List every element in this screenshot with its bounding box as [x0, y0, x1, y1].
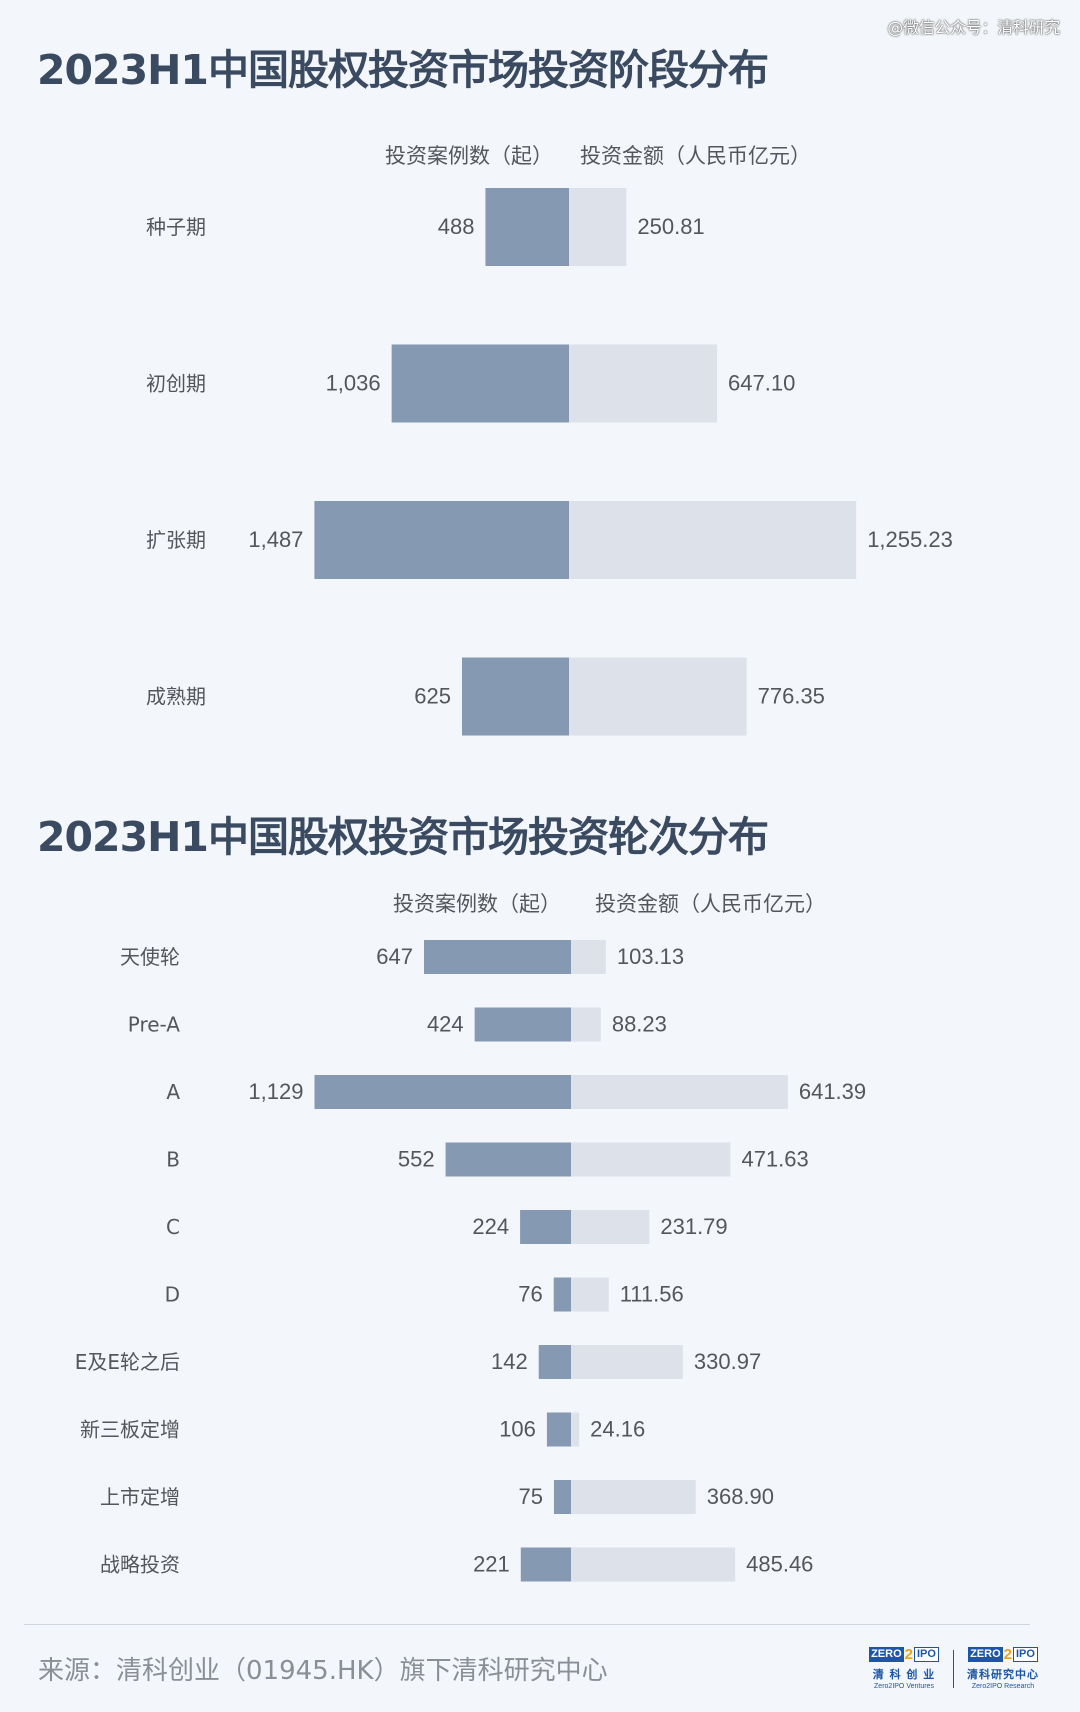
category-label-cat-3: B: [166, 1148, 180, 1172]
count-label-cat-8: 75: [518, 1484, 542, 1509]
left-axis-header: 投资案例数（起）: [385, 144, 553, 168]
chart-title-stage: 2023H1中国股权投资市场投资阶段分布: [37, 46, 769, 94]
amount-bar-cat-7: [571, 1412, 580, 1447]
category-label-cat-8: 上市定增: [100, 1485, 180, 1509]
count-label-cat-1: 424: [427, 1012, 464, 1037]
count-bar-cat-8: [553, 1480, 571, 1514]
count-label-cat-3: 552: [398, 1147, 435, 1172]
count-bar-cat-0: [424, 940, 571, 974]
amount-label-cat-8: 368.90: [707, 1484, 774, 1509]
count-label-cat-7: 106: [499, 1417, 536, 1442]
category-label-cat-9: 战略投资: [100, 1553, 180, 1577]
amount-label-cat-3: 471.63: [741, 1147, 808, 1172]
count-label-cat-5: 76: [518, 1282, 542, 1307]
round-distribution-chart: 投资案例数（起） 投资金额（人民币亿元） 天使轮 647 103.13 Pre-A 424 8…: [75, 892, 866, 1582]
category-label-cat-3: 成熟期: [146, 685, 206, 709]
count-bar-cat-5: [553, 1277, 571, 1312]
amount-label-cat-2: 1,255.23: [867, 527, 953, 552]
stage-distribution-chart: 投资案例数（起） 投资金额（人民币亿元） 种子期 488 250.81 初创期 1,036 6…: [146, 144, 953, 736]
amount-bar-cat-6: [571, 1345, 683, 1379]
count-label-cat-6: 142: [491, 1349, 528, 1374]
logo-group: ZERO 2 IPO 清 科 创 业 Zero2IPO Ventures ZERO 2…: [864, 1646, 1042, 1694]
category-label-cat-7: 新三板定增: [80, 1418, 180, 1442]
count-label-cat-0: 488: [438, 214, 475, 239]
zero2ipo-ventures-logo: ZERO 2 IPO 清 科 创 业 Zero2IPO Ventures: [864, 1646, 944, 1690]
amount-bar-cat-2: [571, 1075, 788, 1109]
logo-separator: [953, 1650, 954, 1688]
count-bar-cat-4: [520, 1210, 571, 1244]
category-label-cat-1: 初创期: [146, 372, 206, 396]
watermark: @微信公众号：清科研究: [887, 18, 1060, 37]
count-bar-cat-6: [538, 1345, 571, 1379]
count-label-cat-1: 1,036: [326, 371, 381, 396]
amount-label-cat-2: 641.39: [799, 1079, 866, 1104]
category-label-cat-0: 种子期: [146, 215, 206, 239]
amount-bar-cat-5: [571, 1277, 609, 1312]
count-bar-cat-3: [462, 657, 569, 736]
count-bar-cat-3: [445, 1142, 571, 1177]
amount-label-cat-4: 231.79: [660, 1214, 727, 1239]
amount-bar-cat-0: [569, 188, 627, 266]
amount-bar-cat-1: [569, 344, 718, 423]
count-bar-cat-2: [314, 1075, 571, 1109]
amount-label-cat-0: 250.81: [637, 214, 704, 239]
count-label-cat-2: 1,129: [248, 1079, 303, 1104]
category-label-cat-5: D: [165, 1283, 180, 1307]
amount-label-cat-9: 485.46: [746, 1552, 813, 1577]
amount-bar-cat-3: [569, 657, 747, 736]
amount-bar-cat-0: [571, 940, 606, 974]
count-bar-cat-1: [391, 344, 569, 423]
count-bar-cat-1: [474, 1007, 571, 1042]
category-label-cat-2: 扩张期: [146, 528, 206, 552]
category-label-cat-4: C: [166, 1215, 180, 1239]
count-label-cat-2: 1,487: [248, 527, 303, 552]
count-bar-cat-2: [314, 501, 569, 579]
category-label-cat-1: Pre-A: [128, 1013, 181, 1037]
count-label-cat-3: 625: [414, 684, 451, 709]
left-axis-header: 投资案例数（起）: [393, 892, 561, 916]
footer-divider: [24, 1624, 1030, 1625]
category-label-cat-6: E及E轮之后: [75, 1350, 180, 1374]
count-label-cat-4: 224: [472, 1214, 509, 1239]
count-bar-cat-7: [546, 1412, 571, 1447]
amount-label-cat-0: 103.13: [617, 944, 684, 969]
zero2ipo-research-logo: ZERO 2 IPO 清科研究中心 Zero2IPO Research: [967, 1646, 1039, 1690]
amount-bar-cat-3: [571, 1142, 731, 1177]
source-note: 来源：清科创业（01945.HK）旗下清科研究中心: [38, 1656, 608, 1686]
amount-bar-cat-9: [571, 1547, 736, 1582]
category-label-cat-0: 天使轮: [120, 945, 180, 969]
count-label-cat-9: 221: [473, 1552, 510, 1577]
amount-label-cat-7: 24.16: [590, 1417, 645, 1442]
count-label-cat-0: 647: [376, 944, 413, 969]
category-label-cat-2: A: [166, 1080, 180, 1104]
amount-label-cat-1: 88.23: [612, 1012, 667, 1037]
amount-label-cat-5: 111.56: [620, 1282, 684, 1307]
count-bar-cat-9: [520, 1547, 571, 1582]
amount-bar-cat-8: [571, 1480, 696, 1514]
amount-label-cat-6: 330.97: [694, 1349, 761, 1374]
amount-bar-cat-4: [571, 1210, 650, 1244]
count-bar-cat-0: [485, 188, 569, 266]
amount-label-cat-1: 647.10: [728, 371, 795, 396]
amount-bar-cat-1: [571, 1007, 601, 1042]
right-axis-header: 投资金额（人民币亿元）: [580, 144, 811, 168]
amount-label-cat-3: 776.35: [758, 684, 825, 709]
chart-title-round: 2023H1中国股权投资市场投资轮次分布: [37, 813, 769, 861]
amount-bar-cat-2: [569, 501, 857, 579]
right-axis-header: 投资金额（人民币亿元）: [595, 892, 826, 916]
